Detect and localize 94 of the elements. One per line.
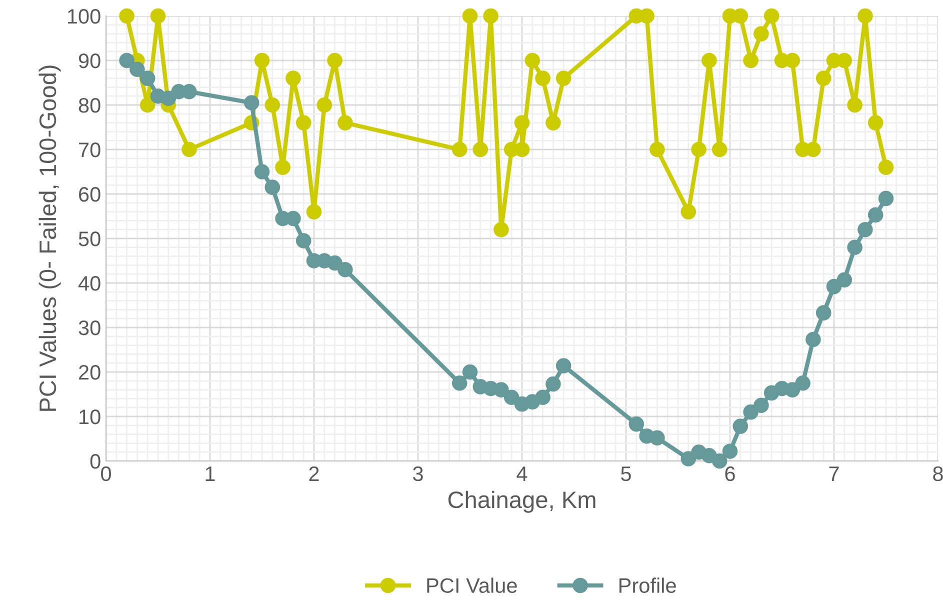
point [680, 451, 696, 466]
point [264, 97, 280, 113]
point [650, 430, 665, 446]
point [535, 390, 550, 406]
x-tick-label: 1 [206, 466, 215, 481]
point [847, 240, 862, 256]
point [296, 115, 312, 130]
point [286, 70, 301, 86]
point [140, 97, 156, 113]
point [858, 8, 873, 24]
point [504, 390, 520, 406]
x-axis-title: Chainage, Km [448, 490, 596, 513]
point [732, 418, 748, 434]
point [816, 305, 832, 320]
legend-label: PCI Value [427, 578, 517, 593]
point [847, 97, 862, 113]
x-tick-label: 0 [101, 466, 111, 482]
point [514, 115, 530, 130]
point [182, 142, 197, 158]
point [878, 160, 894, 175]
point [338, 115, 353, 130]
point [472, 142, 488, 158]
point [795, 375, 810, 391]
point [816, 70, 832, 86]
point [483, 8, 498, 24]
x-tick-label: 7 [829, 466, 839, 481]
point [160, 90, 176, 106]
point [150, 8, 166, 24]
point [494, 382, 509, 398]
point [868, 115, 884, 130]
point [119, 8, 134, 24]
point [462, 8, 478, 24]
point [868, 207, 884, 223]
point [784, 382, 800, 398]
y-axis-title: PCI Values (0- Failed, 100-Good) [38, 66, 61, 411]
point [806, 332, 821, 348]
point [743, 404, 758, 420]
point [119, 52, 134, 68]
y-tick-label: 80 [78, 98, 100, 113]
point [524, 52, 540, 68]
point [754, 398, 769, 414]
point [494, 222, 509, 238]
point [327, 52, 342, 68]
point [338, 262, 353, 278]
y-tick-label: 20 [79, 365, 100, 380]
point [680, 204, 696, 220]
x-tick-label: 6 [725, 466, 735, 482]
point [702, 52, 717, 68]
point [452, 375, 468, 391]
point [254, 164, 270, 180]
point [858, 222, 873, 238]
point [546, 115, 561, 130]
x-tick-label: 5 [621, 466, 631, 482]
point [878, 190, 894, 206]
point [836, 272, 852, 288]
point [130, 62, 145, 78]
point [691, 142, 706, 158]
point [140, 70, 156, 86]
point [722, 444, 738, 459]
x-tick-label: 3 [413, 466, 423, 482]
point [743, 52, 758, 68]
y-tick-label: 10 [80, 410, 100, 424]
point [546, 376, 561, 392]
y-tick-label: 100 [68, 9, 100, 24]
point [535, 70, 550, 86]
point [264, 180, 280, 195]
point [296, 233, 312, 248]
point [556, 358, 572, 374]
y-tick-label: 70 [79, 142, 100, 158]
point [764, 8, 780, 24]
point [826, 278, 842, 294]
y-tick-label: 40 [78, 276, 100, 291]
point [254, 52, 270, 68]
legend-label: Profile [619, 578, 676, 593]
point [754, 26, 769, 42]
point [452, 142, 468, 158]
y-tick-label: 90 [78, 54, 100, 68]
point [556, 70, 572, 86]
x-tick-label: 4 [516, 466, 528, 481]
point [306, 204, 322, 220]
point [462, 364, 478, 380]
point [244, 95, 260, 110]
y-tick-label: 30 [78, 320, 100, 336]
point [712, 142, 728, 158]
y-tick-label: 0 [90, 454, 100, 469]
point [628, 416, 644, 432]
point [327, 255, 342, 271]
point [275, 160, 290, 175]
x-tick-label: 8 [933, 466, 943, 482]
point [316, 97, 332, 113]
y-tick-label: 50 [78, 232, 100, 246]
y-tick-label: 60 [79, 187, 100, 202]
point [650, 142, 665, 158]
x-tick-label: 2 [309, 466, 319, 481]
